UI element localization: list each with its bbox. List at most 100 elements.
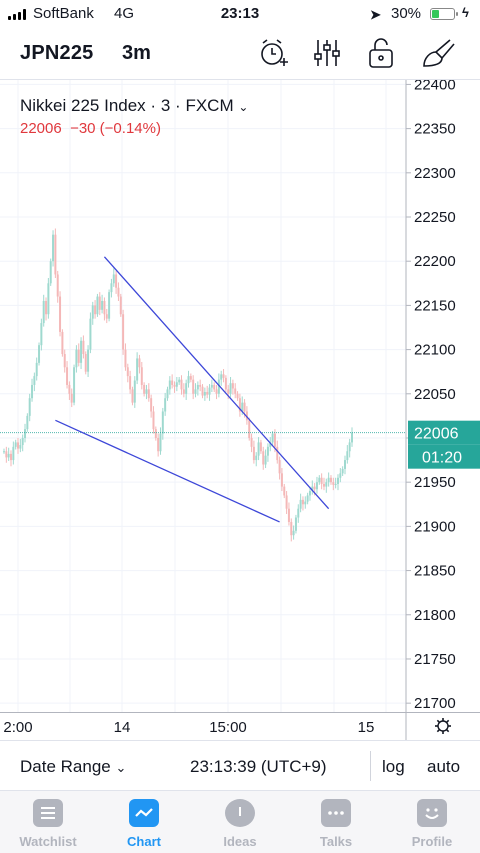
candle-body [126, 367, 129, 377]
chart-header: JPN225 3m [0, 28, 480, 80]
candle-body [33, 376, 36, 385]
candle-body [248, 420, 251, 438]
candle-body [271, 433, 274, 443]
candle-body [175, 382, 178, 387]
candle-body [171, 380, 174, 385]
y-tick-label: 21850 [414, 563, 456, 580]
chevron-down-icon[interactable]: ⌄ [238, 100, 249, 114]
y-tick-label: 21900 [414, 518, 456, 535]
trendline[interactable] [55, 419, 280, 523]
candle-body [61, 331, 64, 355]
candle-body [21, 437, 24, 446]
candle-body [322, 483, 325, 487]
exchange-name: FXCM [185, 96, 234, 115]
y-tick-label: 22350 [414, 121, 456, 138]
candle-body [161, 411, 164, 434]
candle-body [229, 383, 232, 394]
candle-body [351, 432, 353, 443]
y-tick-label: 22050 [414, 386, 456, 403]
legend-quote: 22006 −30 (−0.14%) [20, 120, 161, 137]
chat-bubble-icon [321, 799, 351, 827]
indicator-settings-icon[interactable] [310, 36, 344, 70]
toolbar-divider [370, 751, 371, 781]
alarm-add-icon[interactable] [256, 36, 290, 70]
unlock-icon[interactable] [364, 36, 398, 70]
candle-body [187, 376, 190, 384]
legend-separator: · [150, 96, 157, 115]
log-scale-toggle[interactable]: log [382, 757, 405, 776]
chart-toolbar: Date Range ⌄ 23:13:39 (UTC+9) log auto [0, 740, 480, 790]
candle-body [96, 296, 99, 315]
drawing-tools-icon[interactable] [420, 36, 455, 70]
candle-body [182, 389, 185, 394]
candle-body [269, 442, 272, 447]
candle-body [217, 379, 220, 394]
candle-body [147, 389, 150, 399]
candle-body [35, 362, 38, 377]
candle-body [234, 388, 237, 394]
interval-button[interactable]: 3m [122, 42, 151, 64]
trendline[interactable] [103, 256, 330, 510]
candle-body [173, 384, 176, 387]
tab-chart[interactable]: Chart [96, 791, 192, 853]
tab-watchlist[interactable]: Watchlist [0, 791, 96, 853]
time-axis[interactable]: 2:00 14 15:00 15 [0, 712, 480, 740]
candle-body [210, 384, 213, 388]
date-range-button[interactable]: Date Range ⌄ [20, 757, 126, 777]
server-time[interactable]: 23:13:39 (UTC+9) [190, 757, 327, 776]
candle-body [101, 300, 104, 310]
candle-body [98, 296, 101, 310]
y-tick-label: 22300 [414, 165, 456, 182]
legend-interval: 3 [160, 96, 171, 115]
settings-gear-icon[interactable] [435, 718, 451, 734]
candle-body [136, 358, 139, 381]
price-change: −30 (−0.14%) [70, 120, 161, 137]
candle-body [311, 486, 314, 492]
candle-body [59, 296, 62, 332]
price-label-box [408, 420, 480, 445]
candle-body [262, 451, 265, 465]
price-label: 22006 [414, 426, 459, 443]
candle-body [332, 482, 335, 485]
candle-body [238, 398, 241, 412]
candle-body [206, 392, 209, 395]
tab-profile[interactable]: Profile [384, 791, 480, 853]
candle-body [14, 442, 17, 447]
candle-body [280, 473, 283, 487]
chart-area[interactable]: 22400 22350 22300 22250 22200 22150 22100 22050… [0, 76, 480, 712]
smiley-icon [417, 799, 447, 827]
y-tick-label: 22400 [414, 80, 456, 93]
tab-talks[interactable]: Talks [288, 791, 384, 853]
candle-body [259, 442, 262, 452]
candle-body [70, 393, 73, 403]
instrument-name: Nikkei 225 Index [20, 96, 146, 115]
candle-body [117, 287, 120, 297]
candle-body [19, 445, 22, 449]
candle-body [17, 442, 20, 449]
tab-ideas[interactable]: Ideas [192, 791, 288, 853]
lightbulb-icon [225, 799, 255, 831]
battery-percent: 30% [391, 5, 422, 22]
legend-title: Nikkei 225 Index · 3 · FXCM ⌄ [20, 96, 248, 116]
countdown-label: 01:20 [422, 450, 462, 467]
candle-body [47, 283, 50, 315]
candle-body [336, 477, 339, 484]
candle-body [215, 389, 218, 394]
y-tick-label: 22250 [414, 209, 456, 226]
candle-body [236, 393, 239, 399]
candle-body [283, 486, 286, 496]
candle-body [110, 283, 113, 293]
candle-body [138, 358, 141, 368]
price-chart[interactable]: 22400 22350 22300 22250 22200 22150 22100 22050… [0, 76, 480, 712]
candle-body [82, 340, 85, 355]
candle-body [56, 274, 59, 297]
candle-body [3, 451, 5, 453]
candle-body [89, 318, 92, 350]
signal-icon [8, 9, 30, 20]
date-range-label: Date Range [20, 757, 111, 776]
tab-label: Profile [411, 834, 453, 849]
auto-scale-toggle[interactable]: auto [427, 757, 461, 776]
symbol-button[interactable]: JPN225 [20, 42, 94, 64]
candle-body [266, 446, 269, 456]
candle-body [131, 389, 134, 403]
